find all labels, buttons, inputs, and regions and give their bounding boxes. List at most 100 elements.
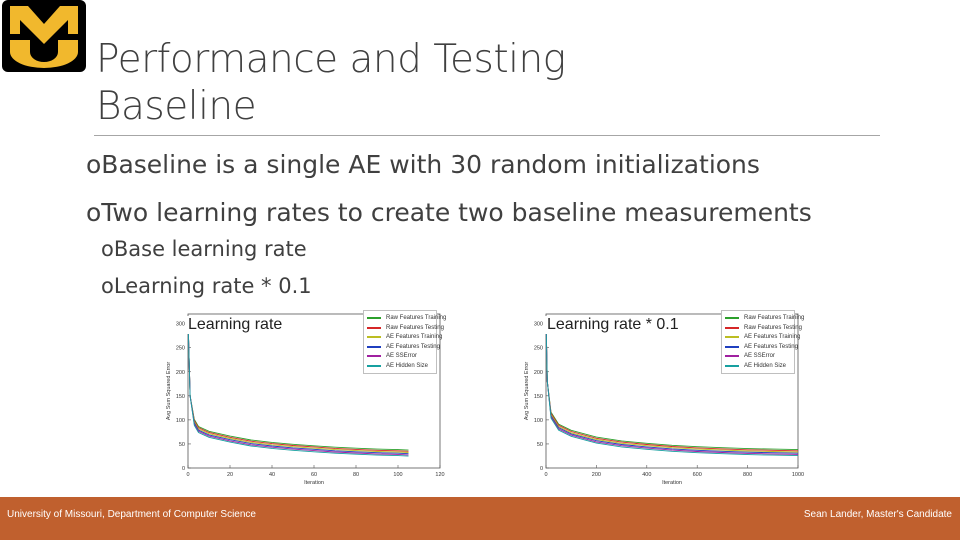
bullet-mark: o bbox=[101, 237, 114, 261]
sub-bullet-1: oBase learning rate bbox=[101, 237, 307, 261]
footer-bar: University of Missouri, Department of Co… bbox=[0, 497, 960, 540]
series-line bbox=[545, 318, 799, 455]
series-line bbox=[187, 318, 409, 455]
legend-item: AE Features Testing bbox=[725, 343, 798, 351]
legend-label: AE Features Training bbox=[386, 334, 443, 340]
x-tick-label: 0 bbox=[544, 472, 547, 478]
y-tick-label: 50 bbox=[537, 442, 543, 448]
footer-author: Sean Lander, Master's Candidate bbox=[803, 509, 952, 520]
y-tick-label: 250 bbox=[534, 346, 543, 352]
x-tick-label: 120 bbox=[435, 472, 444, 478]
chart-title: Learning rate bbox=[186, 316, 285, 334]
x-tick-label: 1000 bbox=[792, 472, 804, 478]
bullet-text: Learning rate * 0.1 bbox=[113, 274, 312, 298]
legend-swatch bbox=[367, 355, 381, 357]
sub-bullet-2: oLearning rate * 0.1 bbox=[101, 274, 312, 298]
chart-learning-rate: 0 50 100 150 200 250 300 0 20 40 60 80 100 120 Iterati… bbox=[160, 308, 460, 490]
x-tick-label: 0 bbox=[186, 472, 189, 478]
bullet-1: oBaseline is a single AE with 30 random … bbox=[86, 150, 760, 179]
legend-label: AE Hidden Size bbox=[744, 362, 787, 369]
chart-legend: Raw Features Training Raw Features Testin… bbox=[363, 310, 446, 374]
legend-label: AE Hidden Size bbox=[386, 362, 429, 369]
y-axis-label: Avg Sum Squared Error bbox=[166, 362, 172, 420]
legend-label: Raw Features Testing bbox=[744, 324, 802, 331]
series-line bbox=[187, 318, 409, 451]
x-axis-label: Iteration bbox=[304, 480, 324, 486]
legend-label: AE SSError bbox=[744, 353, 776, 359]
x-tick-label: 20 bbox=[227, 472, 233, 478]
legend-item: AE Features Training bbox=[725, 333, 800, 341]
series-line bbox=[545, 318, 799, 454]
legend-swatch bbox=[367, 345, 381, 348]
legend-item: AE Hidden Size bbox=[725, 362, 786, 370]
legend-item: AE SSError bbox=[367, 352, 417, 360]
legend-swatch bbox=[725, 326, 739, 329]
legend-swatch bbox=[367, 326, 381, 329]
legend-label: AE Features Testing bbox=[386, 343, 440, 350]
x-tick-label: 80 bbox=[353, 472, 359, 478]
legend-swatch bbox=[367, 336, 381, 338]
bullet-text: Two learning rates to create two baselin… bbox=[101, 198, 812, 227]
chart-title: Learning rate * 0.1 bbox=[545, 316, 681, 334]
y-tick-label: 100 bbox=[534, 418, 543, 424]
y-tick-label: 200 bbox=[534, 370, 543, 376]
legend-swatch bbox=[725, 345, 739, 348]
bullet-text: Base learning rate bbox=[113, 237, 307, 261]
slide-title: Performance and Testing Baseline bbox=[96, 36, 566, 130]
series-line bbox=[545, 318, 799, 453]
x-axis-label: Iteration bbox=[662, 480, 682, 486]
series-line bbox=[187, 318, 409, 452]
series-line bbox=[187, 318, 409, 456]
legend-label: Raw Features Training bbox=[386, 315, 447, 321]
y-tick-label: 250 bbox=[176, 346, 185, 352]
title-line-1: Performance and Testing bbox=[96, 37, 566, 82]
x-tick-label: 60 bbox=[311, 472, 317, 478]
chart-legend: Raw Features Training Raw Features Testin… bbox=[721, 310, 804, 374]
legend-label: Raw Features Training bbox=[744, 315, 805, 321]
bullet-2: oTwo learning rates to create two baseli… bbox=[86, 198, 812, 227]
title-divider bbox=[94, 135, 880, 136]
y-tick-label: 100 bbox=[176, 418, 185, 424]
bullet-mark: o bbox=[101, 274, 114, 298]
y-tick-label: 150 bbox=[176, 394, 185, 400]
legend-label: AE Features Testing bbox=[744, 343, 798, 350]
series-line bbox=[187, 318, 409, 457]
x-tick-label: 600 bbox=[693, 472, 702, 478]
legend-item: Raw Features Training bbox=[367, 314, 446, 322]
x-tick-label: 200 bbox=[592, 472, 601, 478]
university-logo bbox=[2, 0, 86, 72]
legend-swatch bbox=[725, 317, 739, 319]
legend-swatch bbox=[367, 364, 381, 367]
legend-item: Raw Features Testing bbox=[725, 324, 802, 332]
y-tick-label: 50 bbox=[179, 442, 185, 448]
legend-item: AE SSError bbox=[725, 352, 775, 360]
legend-item: AE Hidden Size bbox=[367, 362, 428, 370]
legend-swatch bbox=[367, 317, 381, 319]
y-tick-label: 300 bbox=[534, 322, 543, 328]
legend-swatch bbox=[725, 336, 739, 338]
legend-label: AE Features Training bbox=[744, 334, 801, 340]
series-line bbox=[545, 318, 799, 457]
series-line bbox=[545, 318, 799, 451]
y-tick-label: 200 bbox=[176, 370, 185, 376]
legend-swatch bbox=[725, 364, 739, 367]
series-line bbox=[187, 318, 409, 453]
series-line bbox=[545, 318, 799, 452]
legend-swatch bbox=[725, 355, 739, 357]
legend-label: Raw Features Testing bbox=[386, 324, 444, 331]
legend-item: AE Features Testing bbox=[367, 343, 440, 351]
footer-institution: University of Missouri, Department of Co… bbox=[7, 509, 256, 520]
chart-learning-rate-scaled: 0 50 100 150 200 250 300 0 200 400 600 800 1000 Itera… bbox=[518, 308, 818, 490]
x-tick-label: 100 bbox=[393, 472, 402, 478]
x-tick-label: 40 bbox=[269, 472, 275, 478]
bullet-mark: o bbox=[86, 150, 102, 179]
bullet-mark: o bbox=[86, 198, 102, 227]
legend-item: Raw Features Testing bbox=[367, 324, 444, 332]
legend-label: AE SSError bbox=[386, 353, 418, 359]
x-tick-label: 400 bbox=[642, 472, 651, 478]
y-tick-label: 150 bbox=[534, 394, 543, 400]
legend-item: AE Features Training bbox=[367, 333, 442, 341]
title-line-2: Baseline bbox=[96, 84, 257, 129]
bullet-text: Baseline is a single AE with 30 random i… bbox=[101, 150, 760, 179]
y-axis-label: Avg Sum Squared Error bbox=[524, 362, 530, 420]
